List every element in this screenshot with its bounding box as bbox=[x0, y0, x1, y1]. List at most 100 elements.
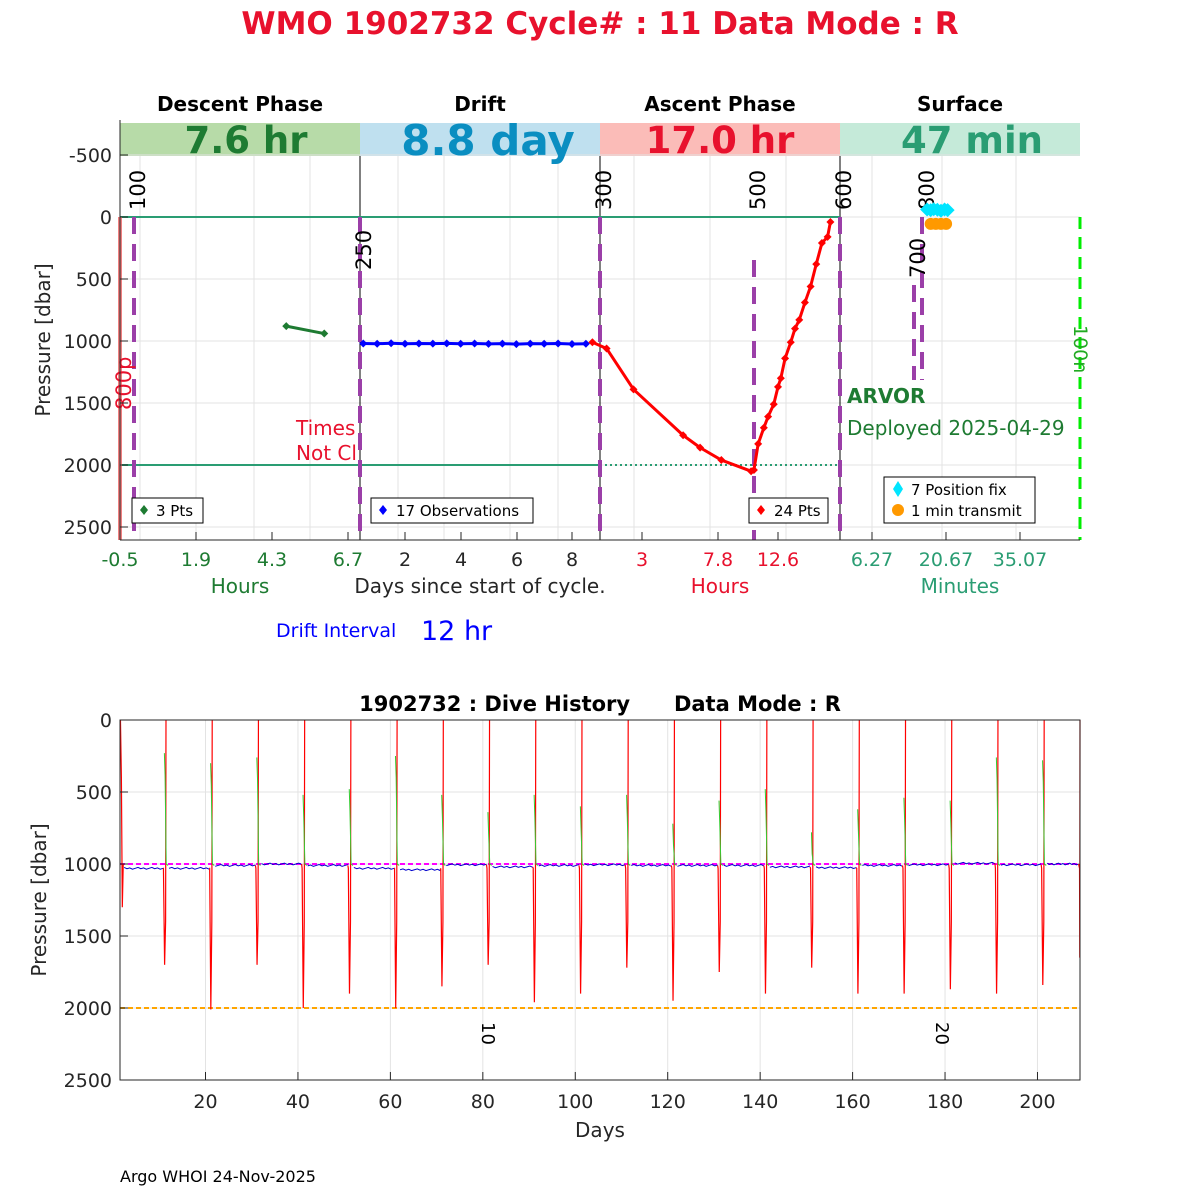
times-note-line2: Not Cl bbox=[296, 441, 357, 465]
drift-point bbox=[428, 339, 437, 348]
top-x-tick-label: 20.67 bbox=[919, 549, 973, 571]
bottom-x-tick-label: 120 bbox=[650, 1091, 686, 1113]
ascent-point bbox=[759, 423, 768, 432]
top-x-tick-label: 35.07 bbox=[993, 549, 1047, 571]
drift-x-unit: Days since start of cycle. bbox=[354, 574, 605, 598]
history-drift-trace bbox=[769, 865, 811, 869]
ascent-legend-marker bbox=[757, 505, 765, 515]
history-drift-trace bbox=[677, 864, 718, 867]
drift-point bbox=[414, 339, 423, 348]
ascent-point bbox=[786, 338, 795, 347]
times-note-line1: Times bbox=[295, 416, 355, 440]
history-descent-trace bbox=[995, 757, 1001, 866]
descent-point bbox=[320, 329, 329, 338]
ascent-point bbox=[754, 439, 763, 448]
top-x-tick-label: 4 bbox=[455, 549, 467, 571]
ascent-point bbox=[769, 400, 778, 409]
marker-label-300: 300 bbox=[592, 170, 616, 210]
surface-phase-header: Surface bbox=[917, 92, 1003, 116]
bottom-x-ticks: 20 40 60 80 100 120 140 160 180 200 bbox=[193, 1072, 1056, 1113]
bottom-x-tick-label: 40 bbox=[286, 1091, 310, 1113]
history-descent-trace bbox=[857, 809, 862, 866]
history-drift-trace bbox=[1000, 863, 1042, 867]
history-descent-trace bbox=[903, 797, 908, 866]
drift-point bbox=[456, 339, 465, 348]
drift-legend-marker bbox=[379, 505, 387, 515]
bottom-y-ticks: 0 500 1000 1500 2000 2500 bbox=[64, 710, 128, 1092]
history-descent-trace bbox=[163, 753, 169, 866]
history-drift-trace bbox=[123, 866, 164, 870]
descent-point bbox=[282, 322, 291, 331]
ascent-duration-band bbox=[600, 123, 840, 156]
history-drift-trace bbox=[446, 863, 487, 867]
marker-label-500: 500 bbox=[746, 170, 770, 210]
history-drift-trace bbox=[307, 864, 349, 867]
drift-point bbox=[470, 339, 479, 348]
ascent-point bbox=[823, 232, 832, 241]
history-ascent-trace bbox=[763, 719, 768, 994]
ascent-profile-line bbox=[591, 221, 832, 473]
history-descent-trace bbox=[348, 789, 354, 866]
history-first-descent-trace bbox=[119, 719, 124, 908]
bottom-y-tick-label: 2500 bbox=[64, 1070, 112, 1092]
cycle-label-10: 10 bbox=[477, 1022, 498, 1045]
bottom-y-tick-label: 2000 bbox=[64, 998, 112, 1020]
ascent-point bbox=[817, 239, 826, 248]
ascent-point bbox=[791, 324, 799, 333]
top-y-tick-label: 1000 bbox=[64, 331, 112, 353]
bottom-x-tick-label: 160 bbox=[834, 1091, 870, 1113]
right-marker-label: 100n bbox=[1069, 325, 1091, 373]
top-x-tick-label: 6 bbox=[511, 549, 523, 571]
drift-point bbox=[401, 339, 409, 348]
bottom-x-tick-label: 140 bbox=[742, 1091, 778, 1113]
bottom-axes-frame bbox=[119, 719, 1081, 1081]
ascent-legend-text: 24 Pts bbox=[774, 502, 821, 520]
history-drift-trace bbox=[215, 864, 256, 867]
history-drift-trace bbox=[815, 866, 857, 869]
descent-profile-line bbox=[285, 324, 325, 336]
dive-history-series bbox=[119, 719, 1081, 1010]
history-drift-trace bbox=[862, 864, 903, 867]
bottom-y-tick-label: 1500 bbox=[64, 926, 112, 948]
top-x-tick-label: -0.5 bbox=[101, 549, 138, 571]
drift-interval-label: Drift Interval bbox=[276, 620, 396, 642]
ascent-x-unit: Hours bbox=[691, 574, 750, 598]
ascent-point bbox=[602, 344, 611, 353]
left-marker-label: 800p bbox=[112, 357, 136, 410]
history-drift-trace bbox=[261, 862, 302, 866]
ascent-point bbox=[717, 456, 726, 465]
top-data-series bbox=[282, 202, 955, 476]
drift-point bbox=[484, 339, 493, 348]
dive-history-title: 1902732 : Dive History Data Mode : R bbox=[359, 692, 841, 716]
deployment-date-label: Deployed 2025-04-29 bbox=[847, 416, 1065, 440]
ascent-point bbox=[764, 412, 773, 421]
dive-history-panel: 1902732 : Dive History Data Mode : R 0 50… bbox=[27, 692, 1081, 1142]
drift-phase-header: Drift bbox=[454, 92, 506, 116]
history-descent-trace bbox=[764, 789, 770, 866]
history-drift-trace bbox=[1046, 862, 1079, 866]
top-x-tick-label: 8 bbox=[566, 549, 578, 571]
ascent-legend: 24 Pts bbox=[748, 497, 829, 524]
drift-point bbox=[581, 339, 590, 348]
ascent-point bbox=[696, 443, 705, 452]
history-descent-trace bbox=[810, 832, 816, 866]
ascent-point bbox=[679, 431, 688, 440]
surface-duration: 47 min bbox=[901, 119, 1043, 162]
figure-title: WMO 1902732 Cycle# : 11 Data Mode : R bbox=[241, 6, 958, 42]
drift-point bbox=[498, 339, 507, 348]
history-descent-trace bbox=[394, 755, 400, 866]
drift-point bbox=[442, 339, 451, 348]
history-drift-trace bbox=[723, 864, 765, 867]
transmit-point bbox=[940, 217, 953, 230]
top-y-ticks: -500 0 500 1000 1500 2000 2500 bbox=[64, 145, 128, 539]
history-descent-trace bbox=[1042, 760, 1047, 866]
history-descent-trace bbox=[718, 800, 724, 866]
cycle-label-20: 20 bbox=[931, 1022, 952, 1045]
ascent-duration: 17.0 hr bbox=[646, 119, 796, 162]
marker-label-700: 700 bbox=[906, 238, 930, 278]
history-descent-trace bbox=[579, 806, 585, 866]
bottom-x-tick-label: 180 bbox=[927, 1091, 963, 1113]
history-descent-trace bbox=[672, 823, 677, 866]
descent-duration: 7.6 hr bbox=[184, 119, 308, 162]
